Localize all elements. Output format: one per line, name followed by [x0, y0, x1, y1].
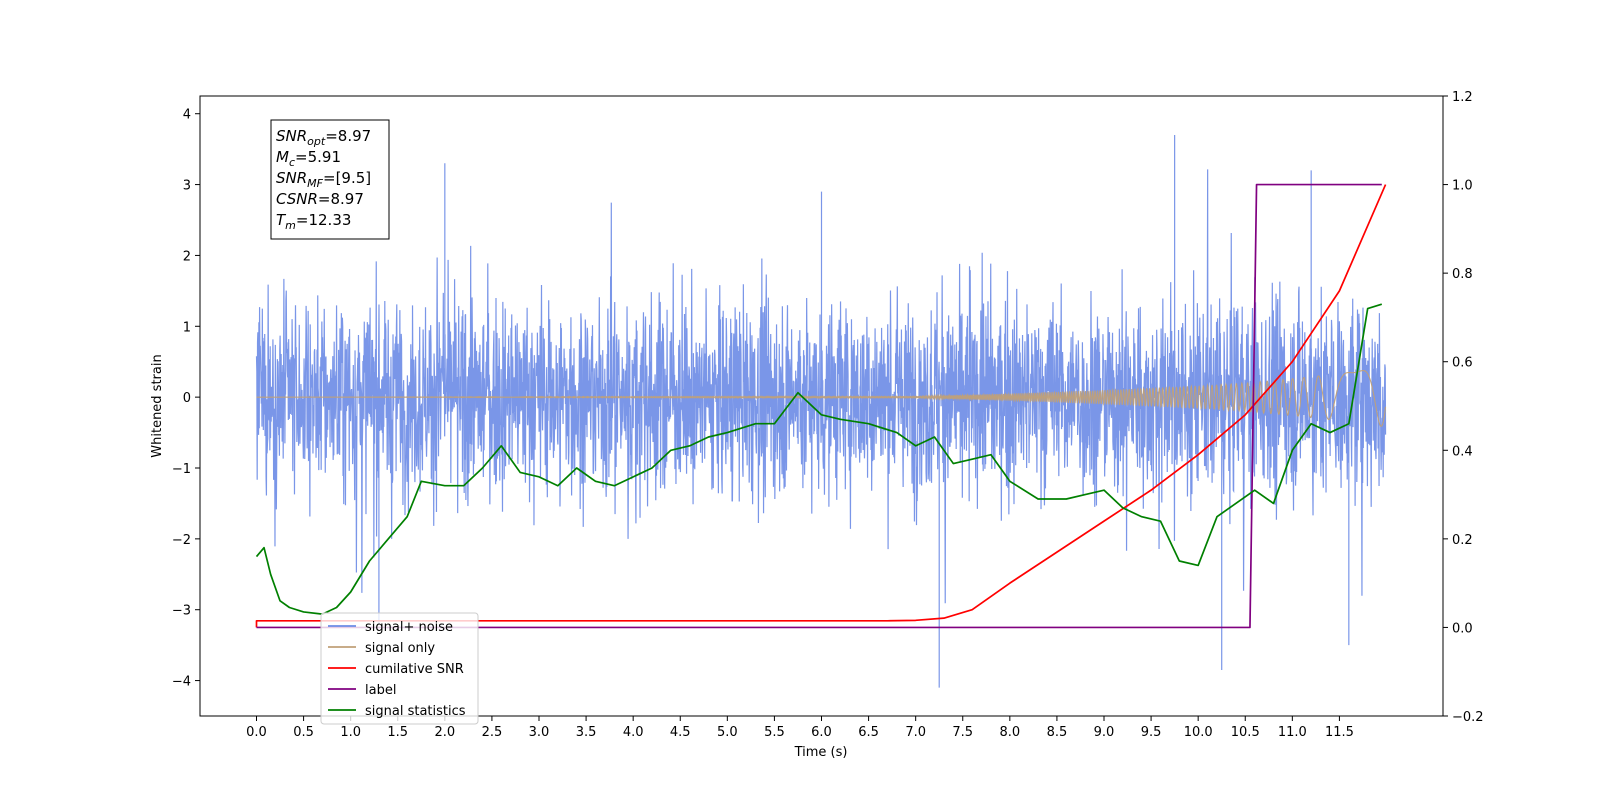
x-tick-label: 6.5	[858, 725, 879, 740]
y2-tick-label: −0.2	[1452, 710, 1484, 725]
x-tick-label: 7.5	[952, 725, 973, 740]
x-tick-label: 4.0	[623, 725, 644, 740]
y-tick-label: −4	[172, 675, 191, 690]
legend-entry: label	[365, 683, 396, 698]
y2-tick-label: 0.0	[1452, 621, 1473, 636]
annotation-frame	[270, 119, 390, 240]
legend: signal+ noise signal only cumilative SNR la…	[320, 612, 479, 725]
x-tick-label: 11.5	[1325, 725, 1354, 740]
x-tick-label: 3.0	[529, 725, 550, 740]
plot-area	[255, 134, 1387, 688]
annotation-line: CSNR=8.97	[276, 190, 364, 208]
y-tick-label: 3	[183, 179, 191, 194]
y2-tick-label: 0.2	[1452, 533, 1473, 548]
y2-tick-label: 0.8	[1452, 267, 1473, 282]
x-tick-label: 6.0	[811, 725, 832, 740]
y-tick-label: 4	[183, 108, 191, 123]
x-tick-label: 9.5	[1141, 725, 1162, 740]
annotation-line: Tm=12.33	[276, 211, 351, 232]
x-tick-label: 5.5	[764, 725, 785, 740]
x-tick-label: 1.5	[387, 725, 408, 740]
y-tick-label: −2	[172, 533, 191, 548]
x-tick-label: 2.0	[434, 725, 455, 740]
axes: 0.0 0.5 1.0 1.5 2.0 2.5 3.0 3.5 4.0 4.5 5.0 5.5 6.0 6…	[172, 90, 1484, 740]
series-label	[256, 183, 1382, 629]
annotation-line: Mc=5.91	[276, 148, 341, 169]
x-axis-label: Time (s)	[794, 745, 848, 760]
annotation-line: SNRMF=[9.5]	[276, 169, 371, 190]
x-tick-label: 8.5	[1047, 725, 1068, 740]
y-axis-label: Whitened strain	[150, 354, 165, 457]
series-cumilative-snr	[255, 184, 1387, 628]
y2-tick-label: 1.2	[1452, 90, 1473, 105]
x-tick-label: 1.0	[340, 725, 361, 740]
x-tick-label: 11.0	[1278, 725, 1307, 740]
x-tick-label: 8.0	[999, 725, 1020, 740]
y-tick-label: 1	[183, 320, 191, 335]
annotation-line: SNRopt=8.97	[276, 127, 371, 148]
series-signal-statistics	[255, 303, 1383, 615]
x-tick-label: 0.0	[246, 725, 267, 740]
x-tick-label: 0.5	[293, 725, 314, 740]
legend-entry: signal only	[365, 641, 435, 656]
legend-entry: signal statistics	[365, 704, 466, 719]
y2-tick-label: 0.4	[1452, 444, 1473, 459]
x-tick-label: 3.5	[576, 725, 597, 740]
series-signal-only	[256, 369, 1387, 427]
x-tick-label: 4.5	[670, 725, 691, 740]
x-tick-label: 10.5	[1231, 725, 1260, 740]
x-tick-label: 7.0	[905, 725, 926, 740]
y2-tick-label: 0.6	[1452, 356, 1473, 371]
y-tick-label: −3	[172, 604, 191, 619]
y-tick-label: 0	[183, 391, 191, 406]
legend-frame	[320, 612, 479, 725]
legend-entry: cumilative SNR	[365, 662, 464, 677]
legend-entry: signal+ noise	[365, 620, 453, 635]
y-tick-label: 2	[183, 249, 191, 264]
x-tick-label: 2.5	[482, 725, 503, 740]
x-tick-label: 5.0	[717, 725, 738, 740]
x-tick-label: 9.0	[1094, 725, 1115, 740]
y2-tick-label: 1.0	[1452, 179, 1473, 194]
y-tick-label: −1	[172, 462, 191, 477]
x-tick-label: 10.0	[1184, 725, 1213, 740]
series-signal-noise	[255, 134, 1387, 688]
